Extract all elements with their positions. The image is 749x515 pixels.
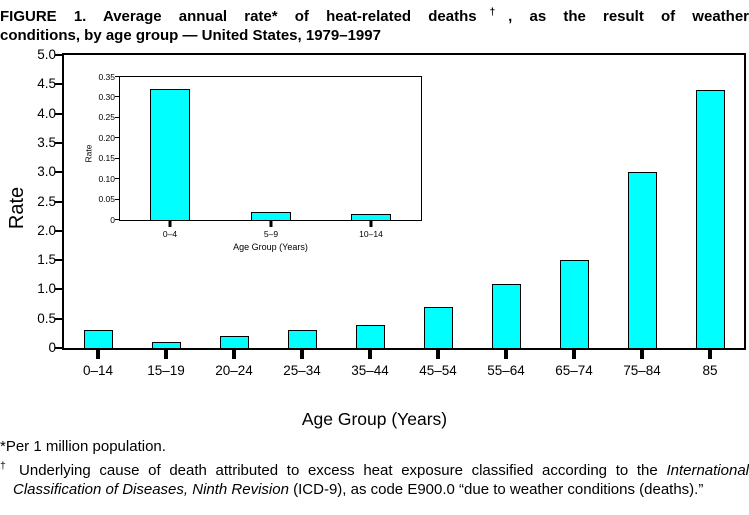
y-tick-label: 5.0 [37, 47, 56, 62]
y-tick-label: 0.20 [98, 133, 115, 143]
x-tick-label: 65–74 [555, 363, 593, 378]
x-tick-label: 55–64 [487, 363, 525, 378]
footnotes: *Per 1 million population. † Underlying … [0, 437, 749, 500]
x-tick-mark [504, 350, 508, 359]
title-line-1-text-2: , as the result of weather [508, 8, 749, 25]
x-tick-mark [164, 350, 168, 359]
x-tick-mark [232, 350, 236, 359]
title-line-1-text: FIGURE 1. Average annual rate* of heat-r… [0, 8, 477, 25]
y-tick-mark [115, 96, 119, 97]
bar-10–14 [351, 214, 391, 220]
x-tick-label: 35–44 [351, 363, 389, 378]
title-line-2: conditions, by age group — United States… [0, 27, 381, 44]
y-tick-mark [115, 178, 119, 179]
x-tick-label: 15–19 [147, 363, 185, 378]
x-tick-mark [640, 350, 644, 359]
y-tick-label: 3.0 [37, 164, 56, 179]
x-tick-mark [708, 350, 712, 359]
bar-45–54 [424, 307, 453, 348]
y-tick-mark [55, 83, 62, 85]
y-tick-mark [55, 347, 62, 349]
y-tick-label: 1.0 [37, 281, 56, 296]
y-tick-label: 0.15 [98, 153, 115, 163]
footnote-icd-italic: International Classification of Diseases… [13, 461, 749, 499]
y-tick-label: 0.35 [98, 72, 115, 82]
x-tick-mark [96, 350, 100, 359]
y-tick-mark [115, 199, 119, 200]
x-tick-label: 75–84 [623, 363, 661, 378]
y-tick-mark [55, 142, 62, 144]
y-tick-label: 2.5 [37, 194, 56, 209]
bar-5–9 [251, 212, 291, 220]
footnote-icd: † Underlying cause of death attributed t… [0, 457, 749, 500]
y-tick-mark [115, 76, 119, 77]
y-tick-label: 0.5 [37, 311, 56, 326]
x-tick-label: 45–54 [419, 363, 457, 378]
x-tick-mark [300, 350, 304, 359]
bar-55–64 [492, 284, 521, 348]
bar-65–74 [560, 260, 589, 348]
y-tick-label: 0.05 [98, 194, 115, 204]
y-tick-mark [115, 117, 119, 118]
bar-35–44 [356, 325, 385, 348]
y-tick-mark [115, 158, 119, 159]
x-tick-mark [269, 221, 273, 227]
y-tick-label: 0.10 [98, 174, 115, 184]
y-tick-label: 3.5 [37, 135, 56, 150]
footnote-dagger-marker: † [0, 459, 11, 472]
y-tick-label: 0 [110, 215, 115, 225]
bar-0–14 [84, 330, 113, 348]
bar-20–24 [220, 336, 249, 348]
x-tick-mark [572, 350, 576, 359]
y-tick-label: 2.0 [37, 223, 56, 238]
x-tick-label: 0–14 [82, 363, 114, 378]
y-tick-mark [55, 54, 62, 56]
y-tick-mark [55, 230, 62, 232]
footnote-per-million: *Per 1 million population. [0, 438, 166, 455]
x-tick-label: 0–4 [162, 229, 178, 239]
x-tick-label: 10–14 [359, 229, 383, 239]
bar-75–84 [628, 172, 657, 348]
y-tick-label: 0.30 [98, 92, 115, 102]
x-tick-label: 20–24 [215, 363, 253, 378]
x-tick-mark [369, 221, 373, 227]
y-tick-label: 4.5 [37, 76, 56, 91]
y-tick-label: 0.25 [98, 112, 115, 122]
x-tick-mark [368, 350, 372, 359]
bar-25–34 [288, 330, 317, 348]
x-tick-label: 5–9 [263, 229, 279, 239]
bar-85 [696, 90, 725, 348]
title-dagger-superscript: † [476, 7, 509, 18]
bar-15–19 [152, 342, 181, 348]
x-tick-label: 25–34 [283, 363, 321, 378]
y-tick-mark [55, 318, 62, 320]
y-tick-mark [115, 219, 119, 220]
x-tick-mark [436, 350, 440, 359]
y-tick-label: 0 [48, 340, 56, 355]
y-tick-label: 4.0 [37, 106, 56, 121]
inset-x-axis-title: Age Group (Years) [233, 242, 308, 252]
y-tick-mark [55, 201, 62, 203]
x-tick-label: 85 [702, 363, 718, 378]
inset-chart-plot-area: Rate Age Group (Years) 0 0.05 0.10 0.15 0.20… [84, 73, 422, 252]
footnote-icd-text-2: (ICD-9), as code E900.0 “due to weather … [288, 481, 704, 498]
y-tick-label: 1.5 [37, 252, 56, 267]
y-tick-mark [55, 259, 62, 261]
main-x-axis-title: Age Group (Years) [301, 409, 448, 429]
y-tick-mark [55, 171, 62, 173]
y-tick-mark [55, 113, 62, 115]
title-line-1: FIGURE 1. Average annual rate* of heat-r… [0, 3, 749, 26]
x-tick-mark [168, 221, 172, 227]
y-tick-mark [115, 137, 119, 138]
footnote-icd-text-1: Underlying cause of death attributed to … [10, 461, 667, 479]
bar-0–4 [150, 89, 190, 220]
figure-title: FIGURE 1. Average annual rate* of heat-r… [0, 3, 749, 45]
y-tick-mark [55, 288, 62, 290]
